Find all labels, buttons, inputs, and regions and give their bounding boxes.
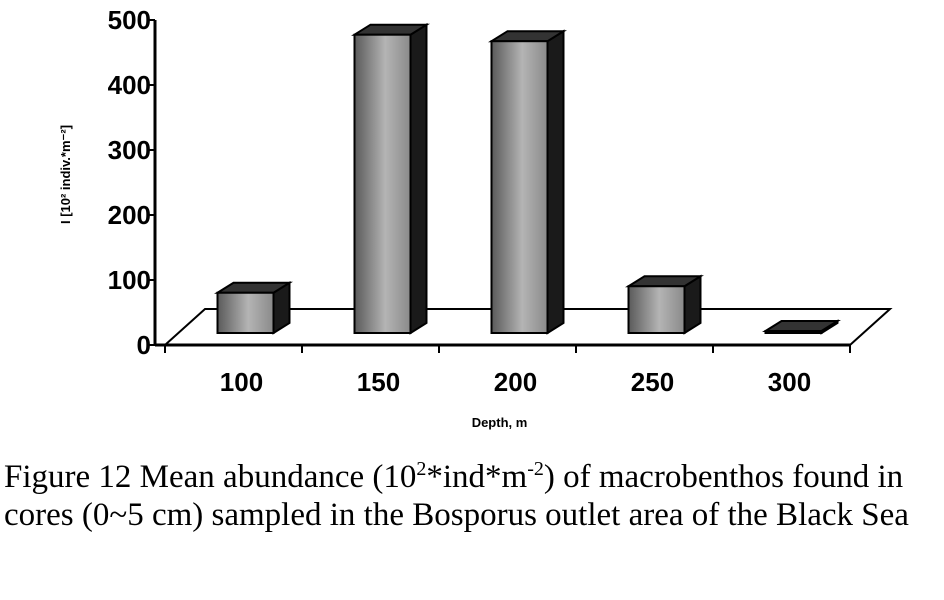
- x-tick-label: 100: [220, 367, 263, 397]
- bar-front: [490, 40, 549, 334]
- y-tick-label: 0: [137, 330, 151, 360]
- x-axis-title: Depth, m: [472, 415, 528, 430]
- y-tick-label: 200: [108, 200, 151, 230]
- x-tick-label: 200: [494, 367, 537, 397]
- figure-caption: Figure 12 Mean abundance (102*ind*m-2) o…: [4, 458, 940, 534]
- bar-side: [409, 22, 428, 335]
- bar-front: [764, 330, 823, 334]
- bar-chart: 0 100 200 300 400 500 100 150 200 250 300 Depth, m…: [58, 5, 893, 430]
- bar: [625, 274, 704, 335]
- x-tick-label: 300: [768, 367, 811, 397]
- bars: [214, 22, 841, 335]
- tick-labels: 0 100 200 300 400 500 100 150 200 250 300: [108, 5, 812, 397]
- y-axis-title: I [10² indiv.*m⁻²]: [58, 125, 73, 224]
- caption-part-2: *ind*m: [426, 459, 528, 495]
- x-tick-label: 250: [631, 367, 674, 397]
- y-tick-label: 500: [108, 5, 151, 35]
- caption-part-1: Figure 12 Mean abundance (10: [4, 459, 417, 495]
- x-tick-label: 150: [357, 367, 400, 397]
- axes: [147, 19, 893, 353]
- floor-plane: [162, 308, 893, 346]
- y-tick-label: 300: [108, 135, 151, 165]
- caption-sup-2: -2: [527, 458, 544, 480]
- bar-front: [216, 291, 275, 334]
- bar: [214, 280, 293, 335]
- y-tick-label: 100: [108, 265, 151, 295]
- caption-part-3: ) of macrobenthos found in cores (0~5 cm…: [4, 459, 909, 533]
- bar: [762, 319, 841, 335]
- caption-sup-1: 2: [416, 458, 427, 480]
- chart-area: 0 100 200 300 400 500 100 150 200 250 300 Depth, m…: [58, 5, 893, 430]
- y-tick-label: 400: [108, 70, 151, 100]
- bar-side: [546, 29, 565, 335]
- bar: [351, 22, 430, 335]
- bar: [488, 29, 567, 335]
- bar-front: [627, 285, 686, 334]
- bar-front: [353, 33, 412, 334]
